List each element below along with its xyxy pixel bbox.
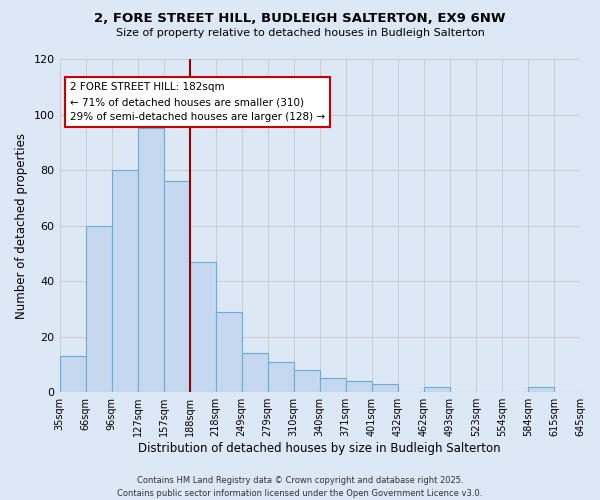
X-axis label: Distribution of detached houses by size in Budleigh Salterton: Distribution of detached houses by size …: [139, 442, 501, 455]
Bar: [112, 170, 137, 392]
Bar: [59, 356, 86, 392]
Text: Contains HM Land Registry data © Crown copyright and database right 2025.
Contai: Contains HM Land Registry data © Crown c…: [118, 476, 482, 498]
Y-axis label: Number of detached properties: Number of detached properties: [15, 132, 28, 318]
Bar: [320, 378, 346, 392]
Bar: [137, 128, 164, 392]
Text: 2 FORE STREET HILL: 182sqm
← 71% of detached houses are smaller (310)
29% of sem: 2 FORE STREET HILL: 182sqm ← 71% of deta…: [70, 82, 325, 122]
Bar: [164, 181, 190, 392]
Bar: [242, 354, 268, 392]
Bar: [215, 312, 242, 392]
Bar: [346, 381, 372, 392]
Bar: [528, 386, 554, 392]
Bar: [372, 384, 398, 392]
Bar: [294, 370, 320, 392]
Bar: [190, 262, 215, 392]
Text: 2, FORE STREET HILL, BUDLEIGH SALTERTON, EX9 6NW: 2, FORE STREET HILL, BUDLEIGH SALTERTON,…: [94, 12, 506, 26]
Bar: [86, 226, 112, 392]
Bar: [424, 386, 450, 392]
Text: Size of property relative to detached houses in Budleigh Salterton: Size of property relative to detached ho…: [116, 28, 484, 38]
Bar: [268, 362, 294, 392]
